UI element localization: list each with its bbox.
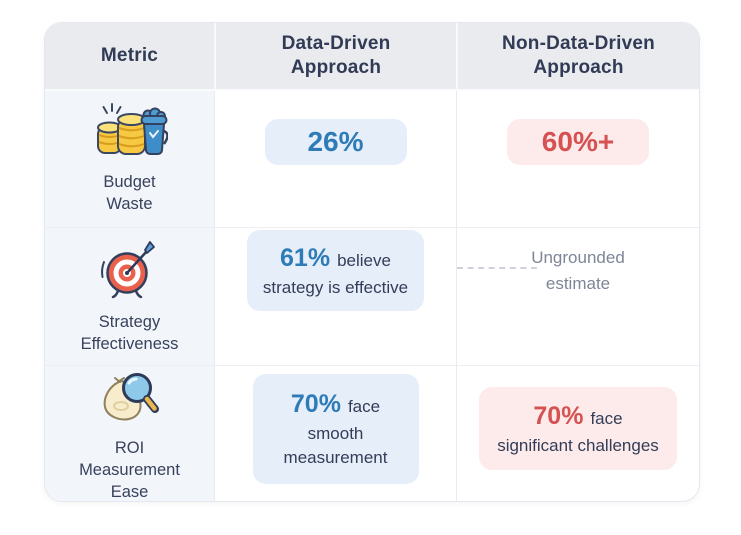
metric-label: Budget Waste [103,173,156,213]
stat-pill-budget-waste-nondata: 60%+ [507,119,649,165]
data-driven-cell-roi: 70% face smooth measurement [214,366,456,501]
non-data-driven-cell-strategy: Ungrounded estimate [456,228,699,365]
stat-value: 60%+ [541,126,615,158]
header-non-data-driven-label: Non-Data-Driven Approach [502,33,655,78]
table-header-row: Metric Data-Driven Approach Non-Data-Dri… [45,23,699,89]
stat-value: 26% [307,126,364,158]
table-row-budget-waste: Budget Waste 26% 60%+ [45,89,699,227]
metric-cell-roi-measurement: ROI Measurement Ease [45,366,214,501]
metric-label: Strategy Effectiveness [80,312,179,353]
header-cell-metric: Metric [45,23,214,89]
data-driven-cell-budget-waste: 26% [214,91,456,227]
stat-text: face [590,408,623,428]
ungrounded-estimate-note: Ungrounded estimate [531,248,625,293]
dartboard-arrow-icon [97,238,163,305]
table-row-strategy-effectiveness: Strategy Effectiveness 61% believe strateg… [45,227,699,365]
header-metric-label: Metric [100,45,159,67]
stat-pill-roi-data: 70% face smooth measurement [252,373,419,484]
stat-value: 70% [290,389,341,418]
stat-text-line2: significant challenges [497,436,659,456]
stat-text: face [347,396,381,416]
stat-pill-strategy-data: 61% believe strategy is effective [246,229,425,312]
non-data-driven-cell-budget-waste: 60%+ [456,91,699,227]
table-row-roi-measurement: ROI Measurement Ease 70% face smooth measu… [45,365,699,501]
metric-cell-budget-waste: Budget Waste [45,91,214,227]
coins-trash-icon [92,102,169,165]
data-driven-cell-strategy: 61% believe strategy is effective [214,228,456,365]
moneybag-magnifier-icon [97,366,163,431]
dashed-connector [457,267,537,269]
header-data-driven-label: Data-Driven Approach [281,33,391,78]
non-data-driven-cell-roi: 70% face significant challenges [456,366,699,501]
header-cell-non-data-driven: Non-Data-Driven Approach [456,23,699,89]
comparison-table: Metric Data-Driven Approach Non-Data-Dri… [44,22,700,502]
stat-pill-budget-waste-data: 26% [264,119,407,165]
stat-text-line2: strategy is effective [262,278,409,298]
stat-text-line2: smooth measurement [283,424,388,468]
stat-pill-roi-nondata: 70% face significant challenges [479,386,677,471]
stat-value: 70% [533,401,584,430]
metric-cell-strategy-effectiveness: Strategy Effectiveness [45,228,214,365]
stat-value: 61% [280,243,331,272]
metric-label: ROI Measurement Ease [79,439,180,501]
header-cell-data-driven: Data-Driven Approach [214,23,456,89]
stat-text: believe [337,250,391,270]
